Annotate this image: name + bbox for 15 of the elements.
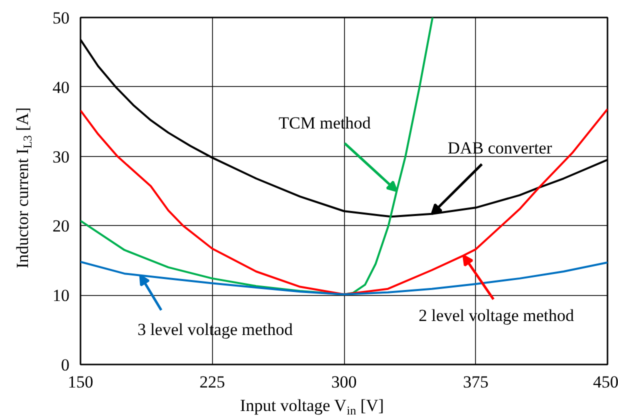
x-tick-label: 450 — [593, 372, 618, 392]
x-tick-label: 150 — [68, 372, 94, 392]
x-tick-label: 375 — [463, 372, 488, 392]
y-tick-label: 10 — [52, 286, 70, 306]
y-tick-label: 50 — [52, 8, 70, 28]
y-tick-label: 40 — [52, 78, 70, 97]
line-series — [80, 260, 608, 296]
y-axis-title: Inductor current IL3 [A] — [13, 107, 34, 268]
y-tick-label: 30 — [52, 147, 70, 166]
x-tick-label: 300 — [331, 372, 357, 392]
y-tick-label: 0 — [61, 356, 70, 374]
y-tick-label: 20 — [52, 216, 70, 236]
x-tick-label: 225 — [200, 372, 225, 392]
line-series — [80, 18, 434, 296]
line-series — [80, 108, 608, 296]
